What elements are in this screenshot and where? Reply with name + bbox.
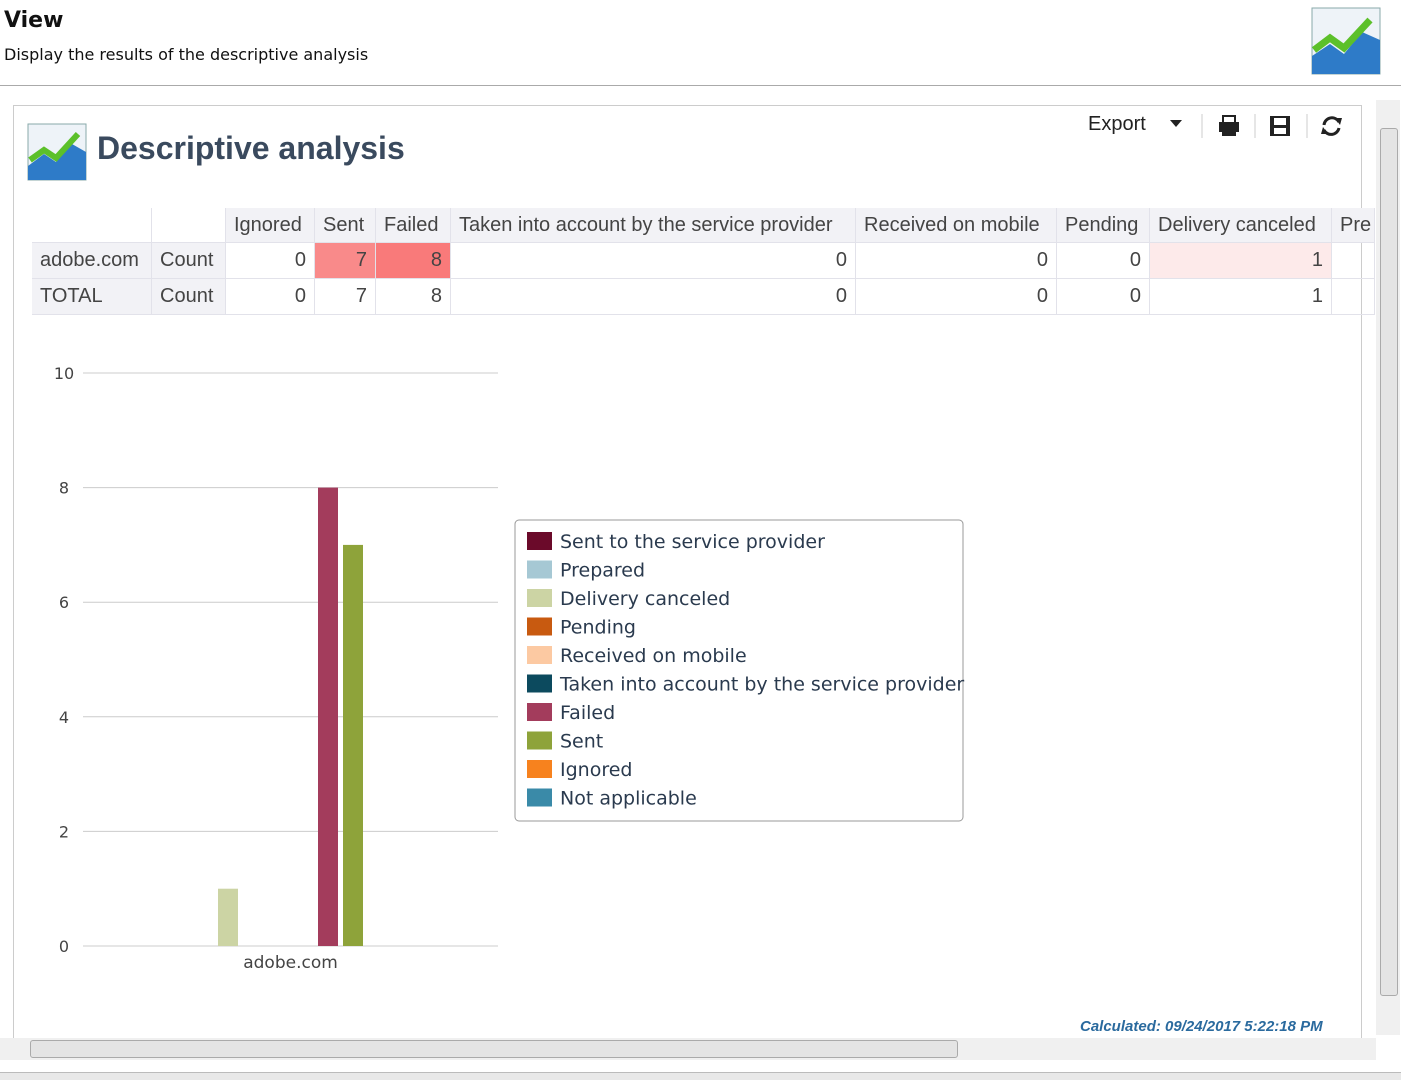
- chart: 0 2 4 6 8 10 adobe.com Sent to the service prov…: [54, 364, 965, 973]
- count-cell: 1: [1150, 243, 1332, 279]
- legend-swatch: [527, 788, 552, 807]
- column-header: Pending: [1057, 208, 1150, 243]
- legend-swatch: [527, 532, 552, 550]
- vertical-scrollbar[interactable]: [1376, 100, 1400, 1035]
- count-cell: 8: [376, 243, 451, 279]
- row-header: Count: [152, 243, 226, 279]
- bar: [318, 487, 338, 946]
- count-cell: 0: [1057, 279, 1150, 315]
- count-cell: 0: [856, 279, 1057, 315]
- column-header: Received on mobile: [856, 208, 1057, 243]
- legend-swatch: [527, 674, 552, 693]
- column-header: Pre: [1332, 208, 1375, 243]
- column-header: Failed: [376, 208, 451, 243]
- count-cell: 1: [1150, 279, 1332, 315]
- calculated-time: Calculated: 09/24/2017 5:22:18 PM: [1080, 1018, 1323, 1035]
- bar: [218, 888, 238, 946]
- icon-line: [1311, 17, 1373, 53]
- corner-cell: [32, 208, 152, 243]
- x-tick-label: adobe.com: [243, 953, 338, 973]
- count-cell: 0: [856, 243, 1057, 279]
- column-header: Sent: [315, 208, 376, 243]
- export-button[interactable]: Export: [1088, 113, 1146, 135]
- y-tick-label: 8: [59, 479, 69, 498]
- legend-label: Failed: [560, 702, 615, 724]
- legend-swatch: [527, 760, 552, 778]
- y-tick-label: 6: [59, 593, 69, 612]
- row-header: adobe.com: [32, 243, 152, 279]
- truncated-cell: [1332, 243, 1375, 279]
- count-cell: 7: [315, 243, 376, 279]
- y-tick-label: 0: [59, 937, 69, 956]
- column-header: Ignored: [226, 208, 315, 243]
- y-tick-label: 10: [54, 364, 74, 383]
- legend-swatch: [527, 617, 552, 636]
- corner-cell: [152, 208, 226, 243]
- legend-label: Not applicable: [560, 788, 697, 810]
- legend-label: Delivery canceled: [560, 588, 730, 610]
- toolbar: [1170, 114, 1342, 138]
- view-subtitle: Display the results of the descriptive a…: [4, 45, 369, 64]
- count-cell: 0: [226, 243, 315, 279]
- header-icon: [1311, 7, 1381, 75]
- status-bar: [0, 1072, 1401, 1080]
- truncated-cell: [1332, 279, 1375, 315]
- column-header: Taken into account by the service provid…: [451, 208, 856, 243]
- y-tick-label: 2: [59, 822, 69, 841]
- scroll-thumb[interactable]: [30, 1040, 958, 1058]
- bar: [343, 544, 363, 946]
- y-tick-label: 4: [59, 708, 69, 727]
- view-title: View: [4, 8, 64, 33]
- panel-title: Descriptive analysis: [97, 130, 405, 166]
- legend-swatch: [527, 589, 552, 607]
- count-cell: 7: [315, 279, 376, 315]
- legend-label: Prepared: [560, 560, 645, 582]
- legend-swatch: [527, 703, 552, 721]
- legend-label: Ignored: [560, 759, 632, 781]
- legend-swatch: [527, 646, 552, 664]
- count-cell: 0: [451, 279, 856, 315]
- scroll-thumb[interactable]: [1380, 128, 1398, 996]
- count-cell: 0: [226, 279, 315, 315]
- count-cell: 0: [1057, 243, 1150, 279]
- separator: [0, 85, 1401, 86]
- legend-label: Sent to the service provider: [560, 531, 825, 553]
- export-caret[interactable]: [1170, 120, 1182, 127]
- icon-area: [1312, 32, 1380, 74]
- row-header: Count: [152, 279, 226, 315]
- panel-icon: [27, 123, 87, 181]
- print-button[interactable]: [1219, 115, 1239, 136]
- column-header: Delivery canceled: [1150, 208, 1332, 243]
- icon-line: [28, 131, 81, 163]
- count-cell: 8: [376, 279, 451, 315]
- save-button[interactable]: [1270, 116, 1290, 136]
- row-header: TOTAL: [32, 279, 152, 315]
- count-cell: 0: [451, 243, 856, 279]
- legend-swatch: [527, 560, 552, 579]
- legend-label: Taken into account by the service provid…: [559, 674, 964, 696]
- icon-area: [28, 144, 86, 180]
- legend-swatch: [527, 731, 552, 750]
- refresh-button[interactable]: [1321, 116, 1342, 136]
- legend-box: [514, 519, 964, 822]
- horizontal-scrollbar[interactable]: [0, 1038, 1376, 1060]
- legend-label: Received on mobile: [560, 645, 747, 667]
- legend-label: Pending: [560, 617, 636, 639]
- panel: [13, 105, 1362, 1039]
- legend-label: Sent: [560, 731, 603, 753]
